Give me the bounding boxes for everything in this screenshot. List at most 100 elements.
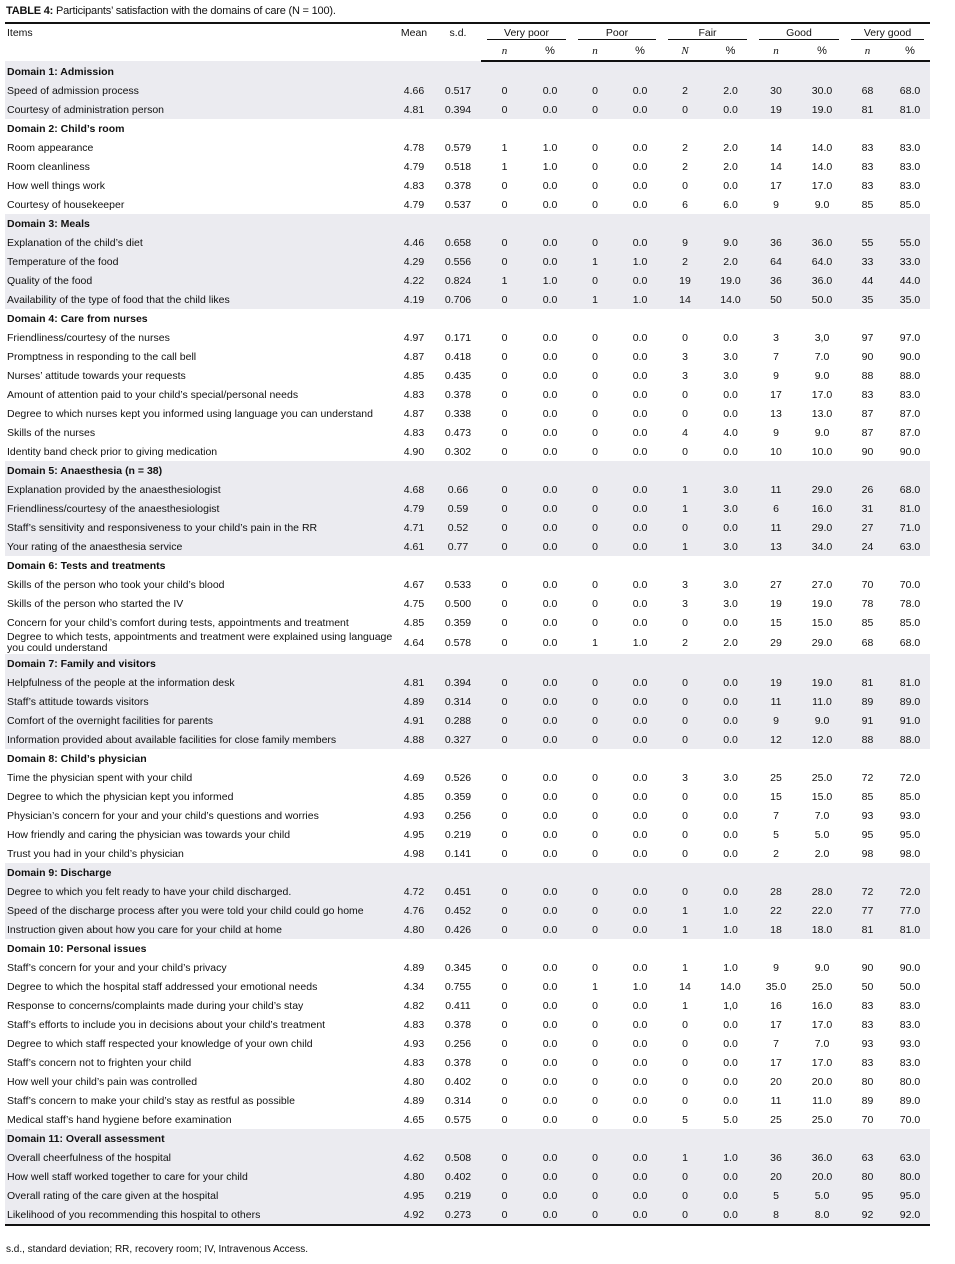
cell-poor-pct: 0.0: [632, 179, 648, 192]
table-row: Speed of admission process 4.66 0.517 0 0.0 0…: [5, 81, 931, 100]
table-caption: TABLE 4: Participants’ satisfaction with…: [6, 5, 336, 17]
cell-item: Overall rating of the care given at the …: [5, 1186, 393, 1205]
cell-poor-n: 0: [592, 999, 598, 1012]
cell-sd: 0.256: [444, 809, 472, 822]
cell-item: Skills of the nurses: [7, 426, 96, 439]
cell-fair-pct: 0.0: [723, 1094, 738, 1107]
cell-very-poor-n: 0: [481, 901, 528, 920]
cell-sd: 0.556: [435, 252, 481, 271]
cell-very-poor-pct: 0.0: [542, 597, 558, 610]
cell-very-good-n: 77: [845, 901, 891, 920]
cell-item: Degree to which staff respected your kno…: [7, 1037, 313, 1050]
table-row: Trust you had in your child’s physician 4…: [5, 844, 930, 863]
cell-fair-n: 1: [662, 537, 709, 556]
cell-very-poor-n: 0: [481, 480, 528, 499]
cell-poor-n: 0: [592, 179, 598, 192]
cell-very-poor-pct: 0.0: [542, 771, 558, 784]
cell-poor-n: 0: [572, 901, 619, 920]
cell-fair-pct: 14.0: [720, 980, 741, 993]
cell-fair-pct: 9.0: [708, 233, 754, 252]
domain-title: Domain 10: Personal issues: [7, 942, 147, 955]
domain-header-row: Domain 10: Personal issues: [5, 939, 930, 958]
cell-fair-n: 0: [662, 882, 709, 901]
cell-poor-n: 0: [572, 233, 619, 252]
cell-very-poor-pct: 0.0: [528, 1205, 573, 1226]
cell-good-n: 35.0: [765, 980, 787, 993]
table-row: Degree to which tests, appointments and …: [5, 632, 930, 654]
table-row: How friendly and caring the physician wa…: [5, 825, 930, 844]
cell-very-good-pct: 70.0: [899, 1113, 921, 1126]
cell-very-poor-pct: 0.0: [528, 1167, 573, 1186]
cell-very-poor-n: 0: [481, 100, 528, 119]
cell-fair-pct: 0.0: [723, 1075, 738, 1088]
cell-poor-n: 0: [572, 673, 619, 692]
cell-poor-pct: 0.0: [618, 480, 663, 499]
cell-very-good-pct: 81.0: [890, 100, 931, 119]
cell-very-poor-n: 0: [501, 616, 508, 629]
cell-very-good-n: 68: [861, 637, 874, 649]
cell-mean: 4.85: [403, 616, 425, 629]
cell-poor-n: 0: [592, 141, 598, 154]
cell-good-n: 11: [753, 480, 800, 499]
domain-title: Domain 6: Tests and treatments: [7, 559, 166, 572]
cell-sd: 0.171: [444, 331, 472, 344]
cell-very-good-n: 90: [861, 445, 874, 458]
cell-fair-n: 6: [682, 198, 688, 211]
cell-mean: 4.91: [393, 711, 435, 730]
cell-mean: 4.79: [393, 499, 435, 518]
cell-very-good-pct: 81.0: [890, 673, 931, 692]
cell-poor-pct: 0.0: [618, 711, 663, 730]
table-row: Likelihood of you recommending this hosp…: [5, 1205, 931, 1226]
domain-section: Domain 8: Child’s physician Time the phys…: [5, 749, 930, 863]
cell-mean: 4.97: [403, 331, 425, 344]
cell-poor-n: 0: [572, 81, 619, 100]
cell-sd: 0.526: [444, 771, 472, 784]
cell-fair-n: 3: [682, 771, 688, 784]
cell-good-n: 18: [753, 920, 800, 939]
cell-very-good-n: 95: [861, 828, 874, 841]
cell-sd: 0.338: [444, 407, 472, 420]
cell-good-pct: 14.0: [811, 141, 833, 154]
cell-fair-n: 0: [682, 1056, 688, 1069]
cell-sd: 0.394: [435, 673, 481, 692]
cell-very-good-pct: 98.0: [899, 847, 921, 860]
cell-good-n: 16: [770, 999, 782, 1012]
cell-good-pct: 9.0: [814, 198, 830, 211]
domain-header-row: Domain 7: Family and visitors: [5, 654, 931, 673]
cell-poor-n: 0: [572, 1148, 619, 1167]
cell-item: Availability of the type of food that th…: [5, 290, 393, 309]
table-row: Concern for your child’s comfort during …: [5, 613, 930, 632]
cell-sd: 0.288: [435, 711, 481, 730]
cell-poor-pct: 0.0: [632, 1018, 648, 1031]
cell-very-good-pct: 85.0: [899, 198, 921, 211]
domain-title: Domain 11: Overall assessment: [5, 1129, 931, 1148]
domain-section: Domain 3: Meals Explanation of the child’…: [5, 214, 931, 309]
cell-very-poor-pct: 0.0: [542, 198, 558, 211]
cell-good-pct: 25.0: [811, 771, 833, 784]
cell-very-good-n: 83: [861, 388, 874, 401]
cell-good-n: 12: [753, 730, 800, 749]
cell-good-pct: 20.0: [799, 1167, 846, 1186]
cell-fair-pct: 3.0: [708, 480, 754, 499]
cell-very-poor-n: 0: [481, 1167, 528, 1186]
cell-poor-n: 0: [592, 350, 598, 363]
cell-very-good-n: 83: [861, 179, 874, 192]
cell-very-good-n: 68: [845, 81, 891, 100]
cell-fair-pct: 0.0: [723, 809, 738, 822]
cell-very-poor-n: 0: [481, 499, 528, 518]
cell-very-good-pct: 63.0: [890, 537, 931, 556]
cell-good-n: 64: [753, 252, 800, 271]
cell-very-poor-n: 0: [501, 331, 508, 344]
cell-very-good-n: 88: [845, 730, 891, 749]
cell-good-n: 11: [753, 692, 800, 711]
cell-poor-pct: 0.0: [632, 578, 648, 591]
cell-fair-n: 0: [662, 100, 709, 119]
sub-pct: %: [708, 42, 754, 62]
cell-very-good-pct: 83.0: [899, 179, 921, 192]
cell-item: Staff’s concern for your and your child’…: [7, 961, 227, 974]
header-items: Items: [5, 22, 393, 61]
cell-very-good-pct: 90.0: [899, 350, 921, 363]
cell-very-good-n: 70: [861, 578, 874, 591]
cell-good-n: 22: [753, 901, 800, 920]
cell-good-n: 19: [770, 597, 782, 610]
